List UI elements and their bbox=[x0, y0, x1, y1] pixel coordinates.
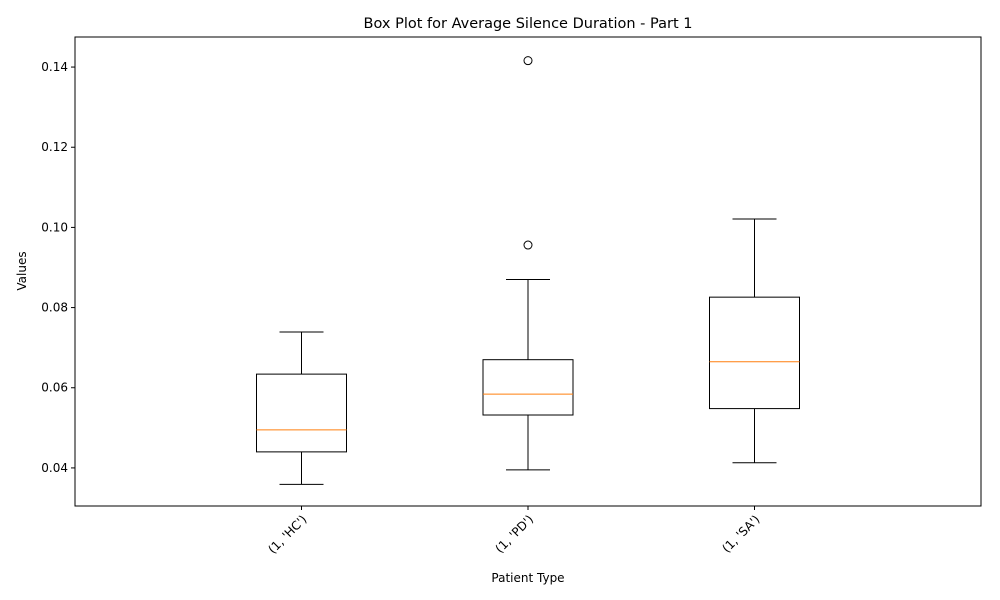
box-group bbox=[709, 218, 800, 464]
y-tick-label: 0.10 bbox=[41, 220, 68, 234]
box-group bbox=[256, 331, 347, 485]
y-tick-label: 0.14 bbox=[41, 60, 68, 74]
x-axis-title: Patient Type bbox=[491, 571, 564, 585]
box-body bbox=[482, 359, 574, 416]
y-tick-label: 0.12 bbox=[41, 140, 68, 154]
x-tick-label: (1, 'HC') bbox=[265, 512, 309, 556]
x-tick-label: (1, 'SA') bbox=[719, 512, 762, 555]
box-body bbox=[709, 296, 800, 410]
y-tick-label: 0.04 bbox=[41, 461, 68, 475]
outlier-point bbox=[523, 240, 533, 250]
outlier-point bbox=[523, 56, 533, 66]
y-axis: 0.04 0.06 0.08 0.10 0.12 0.14 bbox=[41, 60, 75, 475]
x-tick-label: (1, 'PD') bbox=[492, 512, 536, 556]
box-group bbox=[482, 56, 574, 471]
y-tick-label: 0.08 bbox=[41, 301, 68, 315]
plot-area bbox=[256, 56, 800, 485]
chart-title: Box Plot for Average Silence Duration - … bbox=[364, 16, 693, 32]
box-body bbox=[256, 373, 347, 453]
y-tick-label: 0.06 bbox=[41, 381, 68, 395]
y-axis-title: Values bbox=[15, 251, 29, 290]
x-axis: (1, 'HC') (1, 'PD') (1, 'SA') bbox=[265, 506, 763, 557]
